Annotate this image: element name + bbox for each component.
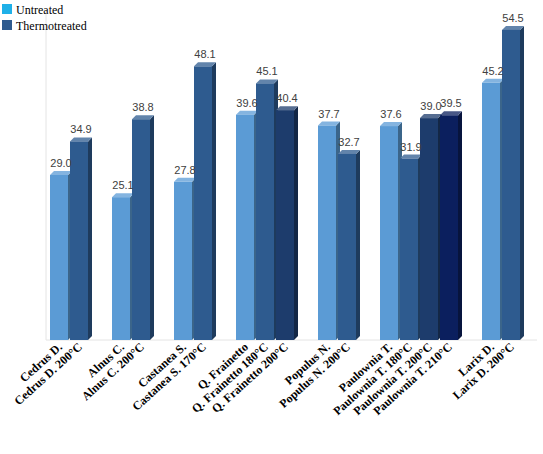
- bar: [400, 159, 418, 341]
- legend: Untreated Thermotreated: [2, 3, 87, 33]
- bars: [50, 26, 524, 340]
- data-label: 27.8: [174, 164, 195, 176]
- bar-top: [50, 171, 72, 175]
- bar: [194, 66, 212, 340]
- bar-top: [194, 62, 216, 66]
- bar-top: [70, 137, 92, 141]
- bar: [112, 197, 130, 340]
- bar-top: [256, 79, 278, 83]
- bar-side: [212, 62, 216, 340]
- bar-top: [174, 178, 196, 182]
- legend-swatch: [2, 4, 12, 14]
- bar: [482, 83, 500, 340]
- bar-top: [400, 155, 422, 159]
- bar: [380, 126, 398, 340]
- bar: [318, 126, 336, 341]
- data-label: 45.1: [256, 65, 277, 77]
- data-label: 39.5: [440, 97, 461, 109]
- data-label: 32.7: [338, 136, 359, 148]
- bar-top: [338, 150, 360, 154]
- bar: [276, 110, 294, 340]
- bar-side: [150, 115, 154, 340]
- bar-group: [70, 137, 92, 340]
- bar-side: [520, 26, 524, 340]
- bar: [236, 115, 254, 340]
- data-label: 37.6: [380, 108, 401, 120]
- bar-group: [338, 150, 360, 340]
- bar-group: [112, 193, 134, 340]
- bar-top: [482, 79, 504, 83]
- data-label: 54.5: [502, 12, 523, 24]
- bar-group: [236, 111, 258, 340]
- bar-group: [502, 26, 524, 340]
- bar-group: [420, 114, 442, 340]
- bar-top: [236, 111, 258, 115]
- y-axis-line: [46, 10, 47, 340]
- labels: 29.0Cedrus D.34.9Cedrus D. 200°C25.1Alnu…: [11, 12, 523, 418]
- data-label: 40.4: [276, 92, 297, 104]
- data-label: 48.1: [194, 48, 215, 60]
- x-tick-label: Alnus C. 200°C: [79, 340, 147, 403]
- bar-group: [318, 122, 340, 341]
- bar-top: [132, 115, 154, 119]
- x-tick-label: Paulownia T. 210°C: [370, 340, 455, 418]
- bar-group: [482, 79, 504, 340]
- x-tick-label: Larix D. 200°C: [450, 340, 517, 402]
- bar-group: [132, 115, 154, 340]
- bar: [256, 83, 274, 340]
- bar-group: [174, 178, 196, 340]
- legend-label: Thermotreated: [16, 19, 87, 33]
- bar-side: [294, 106, 298, 340]
- data-label: 29.0: [50, 157, 71, 169]
- data-label: 37.7: [318, 108, 339, 120]
- bar: [70, 141, 88, 340]
- bar-group: [276, 106, 298, 340]
- data-label: 38.8: [132, 101, 153, 113]
- bar-top: [502, 26, 524, 30]
- bar-top: [276, 106, 298, 110]
- bar-side: [458, 111, 462, 340]
- data-label: 39.0: [420, 100, 441, 112]
- bar: [50, 175, 68, 340]
- data-label: 39.6: [236, 97, 257, 109]
- bar-top: [112, 193, 134, 197]
- legend-swatch: [2, 20, 12, 30]
- bar-top: [440, 111, 462, 115]
- data-label: 34.9: [70, 123, 91, 135]
- bar: [338, 154, 356, 340]
- bar-top: [318, 122, 340, 126]
- bar-side: [88, 137, 92, 340]
- bar: [440, 115, 458, 340]
- data-label: 25.1: [112, 179, 133, 191]
- bar-group: [256, 79, 278, 340]
- legend-label: Untreated: [16, 3, 63, 17]
- bar-group: [380, 122, 402, 340]
- bar: [502, 30, 520, 340]
- x-tick-label: Cedrus D. 200°C: [11, 340, 85, 408]
- data-label: 31.9: [400, 141, 421, 153]
- bar: [420, 118, 438, 340]
- bar-side: [356, 150, 360, 340]
- bar-group: [400, 155, 422, 341]
- bar: [132, 119, 150, 340]
- bar-group: [194, 62, 216, 340]
- bar-group: [50, 171, 72, 340]
- bar-top: [420, 114, 442, 118]
- chart: 29.0Cedrus D.34.9Cedrus D. 200°C25.1Alnu…: [0, 0, 543, 454]
- data-label: 45.2: [482, 65, 503, 77]
- bar-top: [380, 122, 402, 126]
- bar: [174, 182, 192, 340]
- bar-group: [440, 111, 462, 340]
